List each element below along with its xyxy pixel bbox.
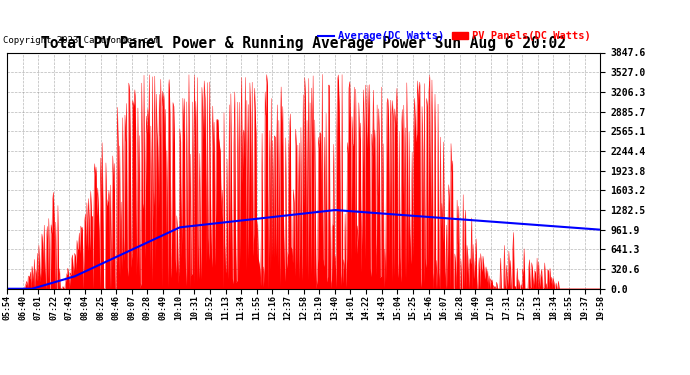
Legend: Average(DC Watts), PV Panels(DC Watts): Average(DC Watts), PV Panels(DC Watts) xyxy=(314,27,595,45)
Text: Copyright 2023 Cartronics.com: Copyright 2023 Cartronics.com xyxy=(3,36,159,45)
Title: Total PV Panel Power & Running Average Power Sun Aug 6 20:02: Total PV Panel Power & Running Average P… xyxy=(41,35,566,51)
